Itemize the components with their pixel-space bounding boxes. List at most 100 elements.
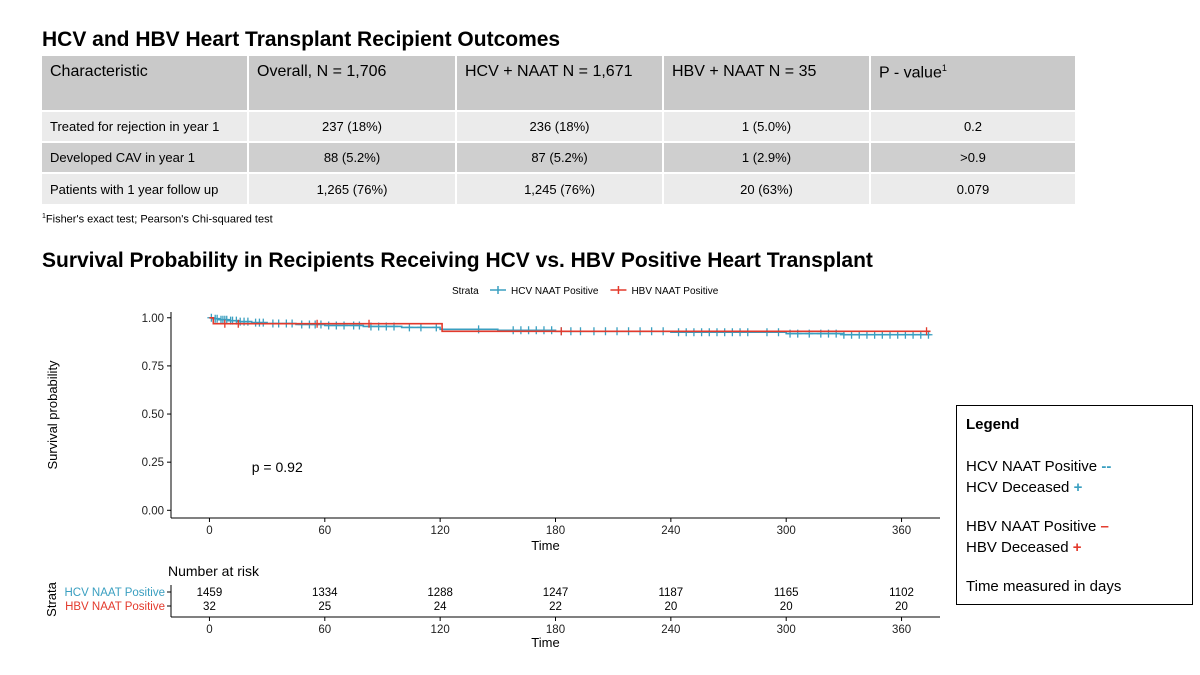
- dashed-line-icon: --: [1101, 458, 1112, 475]
- risk-table-x-tick-label: 240: [661, 624, 680, 636]
- risk-table-value: 1459: [197, 587, 223, 599]
- x-axis-label: Time: [531, 538, 559, 553]
- survival-curve: [209, 317, 931, 333]
- strata-legend-title: Strata: [452, 286, 479, 297]
- table-cell: 88 (5.2%): [248, 141, 457, 173]
- header-hcv: HCV + NAAT N = 1,671: [456, 56, 664, 111]
- censor-mark: [682, 328, 691, 337]
- chart-title: Survival Probability in Recipients Recei…: [42, 249, 873, 272]
- risk-table-x-tick-label: 120: [431, 624, 450, 636]
- risk-table-x-label: Time: [531, 635, 559, 650]
- table-row: Developed CAV in year 1 88 (5.2%) 87 (5.…: [42, 141, 1075, 173]
- risk-table-value: 25: [318, 601, 331, 613]
- table-cell: 1,265 (76%): [248, 172, 457, 204]
- censor-mark: [557, 327, 566, 336]
- legend-hcv-deceased: HCV Deceased +: [966, 479, 1083, 496]
- censor-mark: [922, 327, 931, 336]
- risk-table-x-tick-label: 300: [777, 624, 796, 636]
- header-characteristic: Characteristic: [42, 56, 249, 111]
- strata-legend-label: HBV NAAT Positive: [631, 286, 718, 297]
- p-value-label: p = 0.92: [252, 459, 303, 475]
- censor-mark: [689, 328, 698, 337]
- censor-mark: [234, 319, 243, 328]
- legend-box-title: Legend: [966, 416, 1020, 433]
- x-tick-label: 300: [777, 525, 796, 537]
- table-cell: 87 (5.2%): [456, 141, 664, 173]
- line-icon: –: [1100, 518, 1109, 535]
- censor-mark: [313, 319, 322, 328]
- risk-table-x-tick-label: 360: [892, 624, 911, 636]
- table-cell: 20 (63%): [663, 172, 871, 204]
- risk-table-row-label: HCV NAAT Positive: [64, 587, 165, 599]
- plus-icon: +: [1073, 479, 1083, 496]
- risk-table-value: 1102: [889, 587, 914, 599]
- table-cell: 0.2: [870, 110, 1075, 142]
- censor-mark: [674, 328, 683, 337]
- risk-table-value: 20: [895, 601, 908, 613]
- x-tick-label: 0: [206, 525, 212, 537]
- risk-table-strata-label: Strata: [44, 581, 59, 616]
- censor-mark: [213, 314, 222, 323]
- censor-mark: [712, 328, 721, 337]
- risk-table-value: 1165: [774, 587, 799, 599]
- censor-mark: [405, 323, 414, 332]
- risk-table-value: 20: [664, 601, 677, 613]
- legend-note: Time measured in days: [966, 578, 1122, 595]
- legend-box: Legend HCV NAAT Positive -- HCV Deceased…: [956, 405, 1193, 605]
- censor-mark: [705, 328, 714, 337]
- y-tick-label: 0.25: [142, 457, 164, 469]
- outcomes-table: Characteristic Overall, N = 1,706 HCV + …: [42, 56, 1075, 204]
- censor-mark: [743, 328, 752, 337]
- table-cell: 237 (18%): [248, 110, 457, 142]
- risk-table-value: 1334: [312, 587, 338, 599]
- censor-mark: [259, 318, 268, 327]
- censor-mark: [720, 328, 729, 337]
- censor-mark: [316, 320, 325, 329]
- y-tick-label: 0.75: [142, 361, 164, 373]
- table-row: Treated for rejection in year 1 237 (18%…: [42, 110, 1075, 142]
- censor-mark: [220, 319, 229, 328]
- risk-table-value: 1288: [427, 587, 453, 599]
- y-tick-label: 0.00: [142, 505, 164, 517]
- y-tick-label: 1.00: [142, 313, 164, 325]
- table-cell: 0.079: [870, 172, 1075, 204]
- y-axis-label: Survival probability: [45, 360, 60, 470]
- censor-mark: [340, 321, 349, 330]
- censor-mark: [736, 328, 745, 337]
- censor-mark: [297, 320, 306, 329]
- censor-mark: [547, 326, 556, 335]
- table-header-row: Characteristic Overall, N = 1,706 HCV + …: [42, 56, 1075, 111]
- y-tick-label: 0.50: [142, 409, 164, 421]
- header-superscript: 1: [941, 63, 947, 73]
- table-row: Patients with 1 year follow up 1,265 (76…: [42, 172, 1075, 204]
- x-tick-label: 60: [318, 525, 331, 537]
- x-tick-label: 360: [892, 525, 911, 537]
- risk-table-x-tick-label: 60: [318, 624, 331, 636]
- risk-table-value: 1187: [658, 587, 683, 599]
- table-cell: Treated for rejection in year 1: [42, 110, 249, 142]
- censor-mark: [516, 326, 525, 335]
- censor-mark: [532, 326, 541, 335]
- header-p-value: P - value1: [870, 56, 1075, 111]
- table-footnote: 1Fisher's exact test; Pearson's Chi-squa…: [42, 213, 273, 226]
- risk-table-value: 22: [549, 601, 562, 613]
- risk-table-value: 1247: [543, 587, 569, 599]
- legend-hbv-line: HBV NAAT Positive –: [966, 518, 1109, 535]
- risk-table-value: 20: [780, 601, 793, 613]
- table-cell: Developed CAV in year 1: [42, 141, 249, 173]
- footnote-marker: 1: [42, 213, 46, 220]
- censor-mark: [774, 328, 783, 337]
- legend-hbv-deceased: HBV Deceased +: [966, 539, 1082, 556]
- censor-mark: [474, 325, 483, 334]
- risk-table-row-label: HBV NAAT Positive: [65, 601, 165, 613]
- x-tick-label: 240: [661, 525, 680, 537]
- footnote-text: Fisher's exact test; Pearson's Chi-squar…: [45, 213, 273, 226]
- risk-table-value: 24: [434, 601, 447, 613]
- censor-mark: [432, 323, 441, 332]
- censor-mark: [324, 321, 333, 330]
- table-title: HCV and HBV Heart Transplant Recipient O…: [42, 28, 561, 51]
- header-overall: Overall, N = 1,706: [248, 56, 457, 111]
- legend-hcv-line: HCV NAAT Positive --: [966, 458, 1112, 475]
- table-cell: Patients with 1 year follow up: [42, 172, 249, 204]
